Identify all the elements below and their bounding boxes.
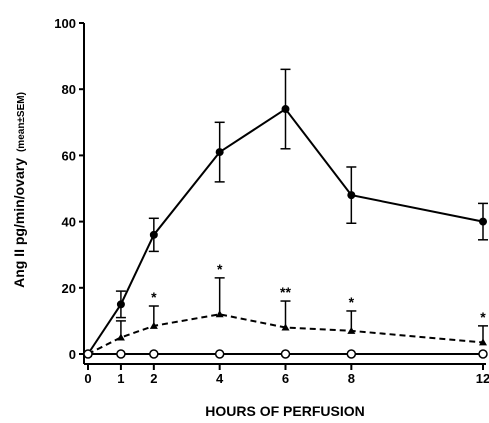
y-label-main: Ang II pg/min/ovary (11, 158, 27, 288)
marker (347, 326, 356, 334)
x-tick-label: 2 (150, 371, 157, 386)
marker (214, 349, 225, 359)
significance-mark: ** (280, 284, 291, 300)
marker (149, 349, 159, 359)
error-bar (280, 300, 291, 328)
x-tick-label: 1 (117, 371, 124, 386)
marker (149, 230, 158, 239)
marker (215, 310, 224, 318)
x-tick-label: 12 (476, 371, 489, 386)
x-tick-label: 8 (348, 371, 355, 386)
marker (83, 349, 93, 359)
error-bar (214, 277, 225, 315)
marker (280, 349, 291, 359)
y-tick-label: 80 (62, 82, 76, 97)
significance-mark: * (217, 261, 223, 277)
marker (478, 349, 488, 359)
marker (149, 321, 158, 329)
y-label-note: (mean±SEM) (16, 92, 27, 152)
y-tick-label: 40 (62, 215, 76, 230)
marker (479, 338, 487, 346)
x-tick-label: 0 (84, 371, 91, 386)
y-axis-label: Ang II pg/min/ovary (mean±SEM) (11, 92, 27, 288)
x-tick-label: 4 (216, 371, 224, 386)
marker (479, 217, 487, 226)
marker (116, 349, 126, 359)
marker (281, 323, 290, 331)
y-tick-label: 20 (62, 281, 76, 296)
marker (116, 333, 125, 341)
marker (347, 191, 356, 200)
x-axis-label: HOURS OF PERFUSION (205, 403, 364, 419)
y-tick-label: 100 (54, 16, 76, 31)
x-tick-label: 6 (282, 371, 289, 386)
marker (346, 349, 357, 359)
marker (116, 300, 125, 309)
significance-mark: * (480, 309, 486, 325)
significance-mark: * (151, 289, 157, 305)
significance-mark: * (349, 294, 355, 310)
marker (281, 105, 290, 114)
y-tick-label: 60 (62, 148, 76, 163)
y-tick-label: 0 (69, 347, 76, 362)
marker (215, 148, 224, 157)
